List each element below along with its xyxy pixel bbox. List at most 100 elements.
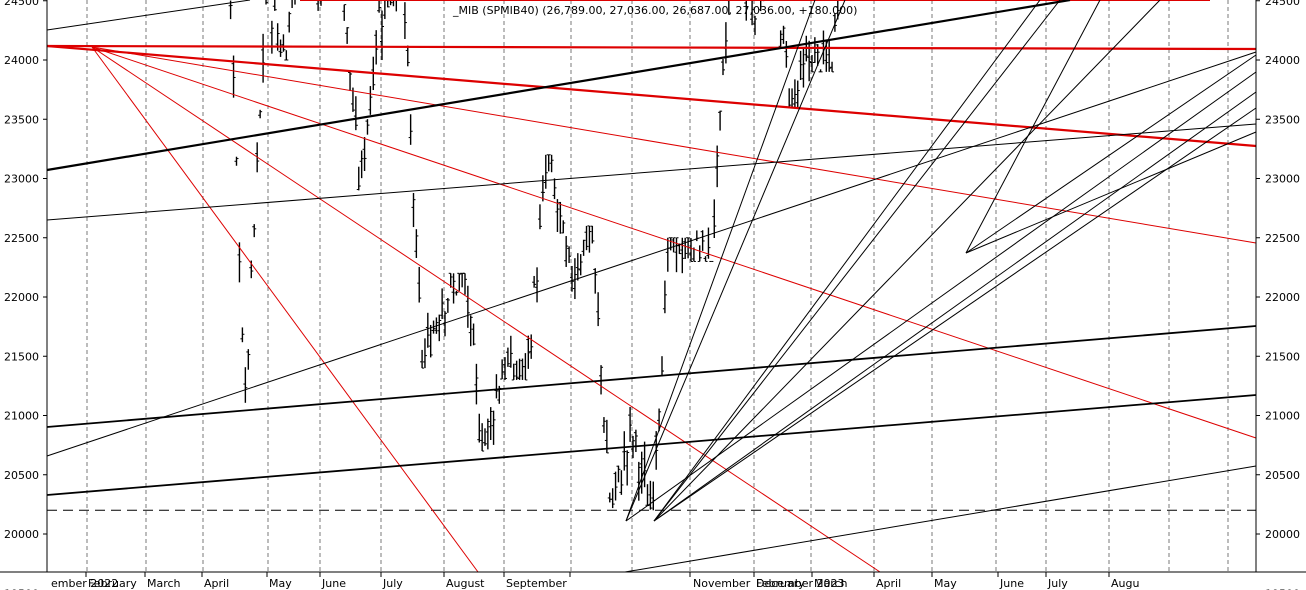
price-bar-196 (616, 465, 621, 483)
price-bar-195 (613, 471, 618, 501)
price-bar-153 (491, 410, 496, 445)
trendline-16 (653, 0, 1061, 522)
price-bar-156 (500, 359, 505, 380)
price-bar-135 (440, 288, 445, 320)
price-bar-207 (648, 480, 653, 510)
price-bar-182 (575, 253, 580, 281)
price-bar-159 (508, 335, 513, 368)
price-bar-62 (228, 0, 233, 20)
x-tick-label: April (876, 577, 901, 590)
price-bar-240 (744, 0, 747, 21)
price-bar-169 (537, 204, 542, 230)
price-bar-131 (428, 324, 433, 358)
trendline-17 (653, 0, 1161, 522)
price-bar-164 (523, 353, 528, 381)
price-bar-179 (567, 246, 572, 264)
price-bar-257 (792, 79, 797, 108)
x-tick-label: June (321, 577, 346, 590)
price-bar-105 (353, 96, 358, 131)
price-bar-152 (488, 407, 493, 441)
price-bar-104 (350, 87, 355, 112)
y-tick-label-left: 20000 (4, 528, 39, 541)
price-bar-263 (810, 54, 814, 73)
price-bar-183 (578, 254, 583, 276)
price-bar-123 (405, 45, 410, 67)
price-bar-210 (657, 408, 662, 432)
chart-title: _MIB (SPMIB40) (26,789.00, 27,036.00, 26… (452, 4, 857, 17)
price-bar-138 (448, 272, 453, 288)
price-bar-124 (408, 114, 413, 145)
y-tick-label-left: 19500 (4, 587, 39, 590)
price-bar-101 (342, 4, 347, 21)
price-bar-151 (485, 418, 490, 450)
trendlines (46, 0, 1257, 573)
price-bar-130 (425, 312, 430, 348)
price-bar-113 (377, 0, 382, 13)
trendline-9 (46, 394, 1257, 496)
price-bar-134 (437, 314, 442, 342)
price-bar-79 (278, 39, 283, 57)
price-bar-258 (795, 80, 800, 108)
price-bar-170 (540, 175, 545, 202)
price-bar-198 (622, 431, 627, 471)
y-tick-label-right: 21000 (1265, 410, 1300, 423)
price-bar-215 (671, 237, 676, 253)
price-bar-83 (291, 0, 293, 9)
price-bar-269 (827, 39, 832, 72)
price-bar-119 (395, 0, 398, 12)
price-bar-81 (284, 50, 289, 61)
trendline-0 (46, 44, 1257, 51)
price-bar-224 (697, 245, 702, 262)
price-bar-191 (601, 417, 606, 433)
price-bar-126 (414, 229, 419, 258)
trendline-22 (965, 0, 1101, 254)
x-tick-label: December 2023 (756, 577, 845, 590)
x-tick-label: April (204, 577, 229, 590)
price-bar-194 (610, 488, 615, 509)
price-bar-184 (581, 239, 586, 256)
x-tick-label: May (269, 577, 292, 590)
price-bar-242 (750, 0, 755, 26)
trendline-8 (46, 325, 1257, 428)
y-tick-label-right: 23000 (1265, 173, 1300, 186)
price-bar-144 (465, 285, 470, 328)
x-tick-label: Augu (1111, 577, 1139, 590)
price-bar-167 (532, 275, 537, 288)
trendline-23 (965, 54, 1257, 254)
x-tick-label: August (446, 577, 485, 590)
price-bar-141 (457, 272, 462, 291)
y-tick-label-left: 23500 (4, 113, 39, 126)
x-tick-label: June (999, 577, 1024, 590)
trendline-3 (91, 46, 1257, 439)
price-bar-93 (320, 0, 322, 6)
price-bar-145 (468, 315, 473, 347)
price-bar-177 (561, 220, 566, 234)
price-bar-180 (570, 265, 574, 292)
price-bar-65 (237, 242, 242, 283)
price-bar-162 (517, 358, 522, 380)
price-bar-178 (564, 236, 569, 267)
price-bar-187 (590, 225, 595, 244)
price-bar-66 (240, 327, 245, 343)
x-tick-label: July (382, 577, 403, 590)
trendline-14 (625, 0, 816, 522)
price-bar-243 (753, 15, 757, 36)
price-bar-64 (234, 156, 239, 166)
y-tick-label-left: 22000 (4, 291, 39, 304)
y-tick-label-left: 24500 (4, 0, 39, 8)
price-bar-157 (503, 357, 507, 380)
price-bar-72 (258, 109, 263, 119)
price-bar-271 (832, 13, 837, 32)
trendline-15 (625, 0, 846, 522)
y-tick-label-right: 23500 (1265, 113, 1300, 126)
trendline-20 (653, 107, 1257, 522)
price-bar-161 (514, 360, 519, 380)
price-bar-106 (356, 166, 361, 191)
y-ticks: 19500 19500 20000 20000 20500 20500 21000 21000… (4, 0, 1300, 590)
price-bar-129 (422, 338, 427, 369)
trendline-13 (624, 465, 1257, 573)
y-tick-label-left: 20500 (4, 469, 39, 482)
price-bar-118 (392, 0, 395, 7)
x-tick-label: May (934, 577, 957, 590)
